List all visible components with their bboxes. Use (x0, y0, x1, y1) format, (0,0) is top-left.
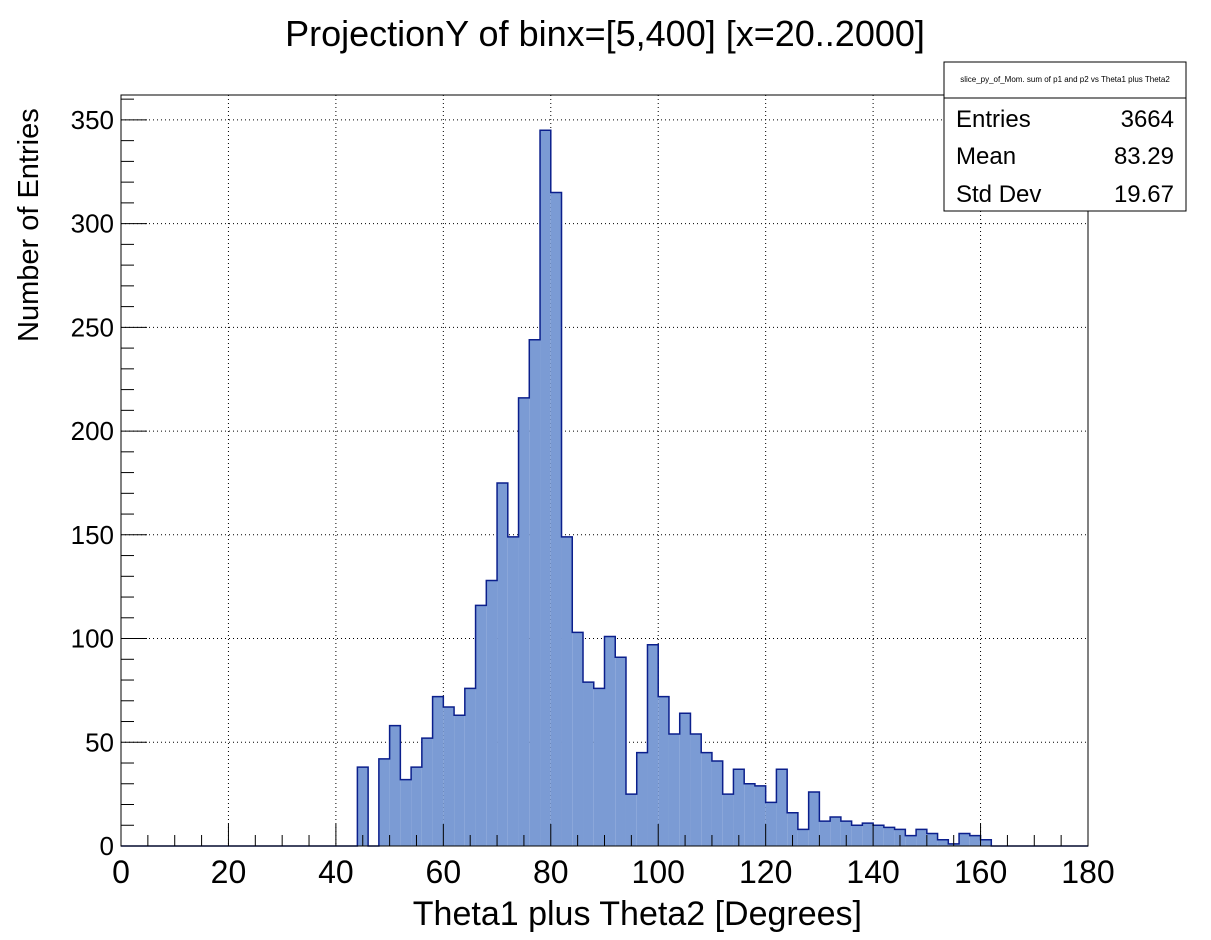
histogram-bar (980, 839, 992, 846)
histogram-bar (840, 821, 852, 846)
x-axis-label: Theta1 plus Theta2 [Degrees] (413, 895, 862, 933)
histogram-bar (711, 760, 723, 846)
y-tick-label: 100 (71, 624, 114, 654)
histogram-bar (389, 725, 401, 846)
histogram-bar (733, 769, 745, 846)
x-axis-ticks: 0 20 40 60 80 100 120 140 160 180 (112, 824, 1115, 890)
x-tick-label: 100 (632, 854, 685, 890)
x-tick-label: 160 (954, 854, 1007, 890)
histogram-bar (475, 605, 487, 846)
histogram-bar (765, 802, 777, 846)
y-tick-label: 150 (71, 520, 114, 550)
y-tick-label: 0 (100, 831, 114, 861)
chart-title: ProjectionY of binx=[5,400] [x=20..2000] (285, 13, 925, 54)
histogram-bar (647, 644, 659, 846)
histogram-bar (830, 816, 841, 846)
histogram-bar (722, 794, 734, 846)
histogram-bar (540, 130, 551, 847)
histogram-bar (969, 835, 981, 846)
stats-stddev-value: 19.67 (1114, 181, 1174, 208)
y-tick-label: 200 (71, 416, 114, 446)
histogram-bar (378, 758, 390, 846)
histogram-bar (701, 752, 712, 846)
histogram-bar (690, 733, 702, 846)
histogram-bar (937, 839, 949, 846)
histogram-bar (593, 688, 605, 846)
histogram-bar (572, 632, 584, 846)
y-tick-label: 350 (71, 105, 114, 135)
histogram-bar (615, 657, 626, 846)
histogram-bar (862, 823, 874, 846)
histogram-bar (873, 825, 884, 846)
histogram-bar (754, 785, 766, 846)
histogram-bar (357, 767, 369, 846)
x-tick-label: 40 (318, 854, 354, 890)
histogram-bar (658, 696, 669, 846)
histogram-bar (583, 682, 594, 846)
histogram-bar (454, 715, 465, 846)
histogram-bar (959, 833, 970, 846)
stats-box: slice_py_of_Mom. sum of p1 and p2 vs The… (943, 61, 1187, 212)
x-tick-label: 80 (533, 854, 569, 890)
histogram-bar (668, 733, 680, 846)
histogram-bar (776, 769, 788, 846)
x-tick-label: 20 (211, 854, 247, 890)
y-tick-label: 50 (85, 727, 114, 757)
histogram-bar (797, 829, 809, 846)
y-axis-label: Number of Entries (13, 108, 45, 342)
histogram-bar (851, 825, 863, 846)
histogram-bar (916, 829, 927, 846)
x-tick-label: 0 (112, 854, 130, 890)
histogram-bar (744, 783, 755, 846)
histogram-bar (518, 397, 530, 846)
histogram-bar (507, 536, 519, 846)
histogram-bar (604, 636, 616, 846)
histogram-bar (432, 696, 444, 846)
y-tick-label: 300 (71, 209, 114, 239)
histogram-bar (497, 482, 508, 846)
histogram-bar (679, 713, 691, 846)
histogram-bar (636, 752, 648, 846)
histogram-bar (400, 779, 412, 846)
histogram-bar (443, 707, 455, 846)
stats-entries-label: Entries (956, 106, 1031, 133)
stats-title: slice_py_of_Mom. sum of p1 and p2 vs The… (960, 75, 1170, 84)
stats-mean-value: 83.29 (1114, 143, 1174, 170)
histogram-bars (357, 130, 992, 847)
y-axis-ticks: 0 50 100 150 200 250 300 350 (71, 98, 147, 861)
histogram-bar (464, 688, 476, 846)
histogram-bar (883, 827, 895, 846)
histogram-bar (529, 339, 541, 846)
histogram-bar (787, 812, 798, 846)
x-tick-label: 60 (426, 854, 462, 890)
histogram-bar (808, 792, 820, 846)
x-tick-label: 120 (739, 854, 792, 890)
x-tick-label: 180 (1061, 854, 1114, 890)
x-tick-label: 140 (846, 854, 899, 890)
y-tick-label: 250 (71, 312, 114, 342)
histogram-bar (486, 580, 498, 846)
histogram-bar (926, 833, 938, 846)
stats-mean-label: Mean (956, 143, 1016, 170)
stats-entries-value: 3664 (1121, 106, 1174, 133)
histogram-bar (905, 835, 917, 846)
histogram-bar (819, 821, 831, 846)
histogram-bar (421, 738, 433, 846)
stats-stddev-label: Std Dev (956, 181, 1041, 208)
histogram-bar (625, 794, 637, 846)
histogram-bar (550, 192, 562, 847)
histogram-bar (561, 536, 573, 846)
histogram-bar (411, 767, 422, 846)
